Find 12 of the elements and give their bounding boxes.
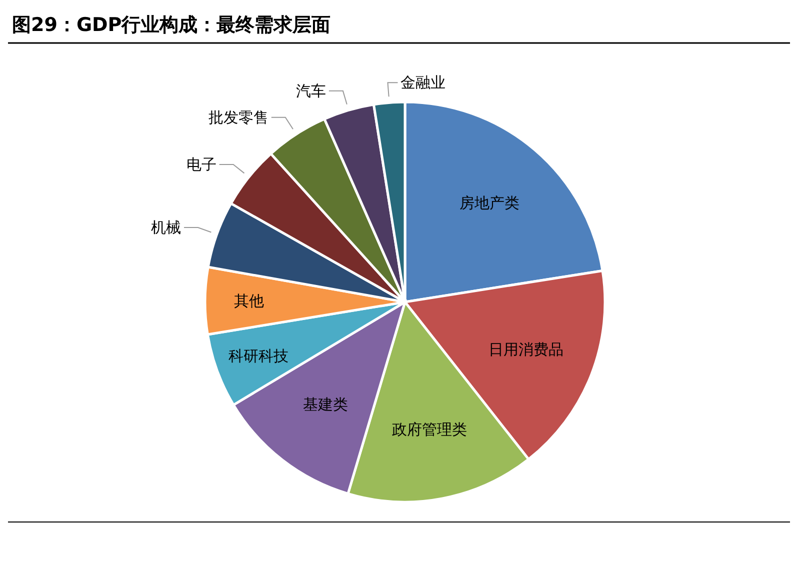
slice-label: 政府管理类 (392, 420, 467, 439)
slice-label: 金融业 (400, 74, 446, 92)
chart-title: 图29：GDP行业构成：最终需求层面 (12, 14, 331, 36)
slice-label: 其他 (234, 292, 264, 310)
slice-label: 机械 (151, 218, 182, 236)
slice-label: 日用消费品 (488, 340, 564, 358)
slice-label: 科研科技 (228, 346, 289, 365)
slice-label: 基建类 (302, 396, 348, 414)
slice-label: 批发零售 (208, 108, 268, 126)
slice-label: 电子 (186, 155, 216, 174)
slice-label: 房地产类 (459, 194, 520, 212)
slice-label: 汽车 (296, 82, 326, 100)
